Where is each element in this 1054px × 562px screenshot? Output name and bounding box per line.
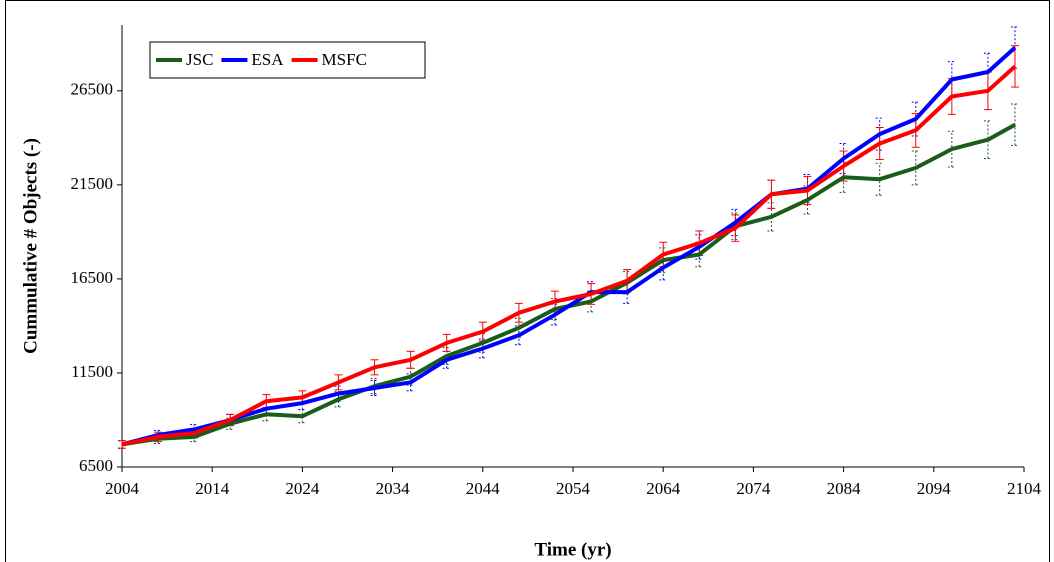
x-tick-label: 2054 bbox=[556, 479, 591, 498]
y-axis-label: Cummulative # Objects (-) bbox=[20, 138, 41, 354]
legend-label: JSC bbox=[186, 50, 213, 69]
y-tick-label: 26500 bbox=[71, 80, 114, 99]
x-tick-label: 2024 bbox=[285, 479, 320, 498]
x-tick-label: 2094 bbox=[917, 479, 952, 498]
x-tick-label: 2014 bbox=[195, 479, 230, 498]
x-tick-label: 2074 bbox=[736, 479, 771, 498]
x-tick-label: 2104 bbox=[1007, 479, 1042, 498]
y-tick-label: 11500 bbox=[71, 362, 113, 381]
x-tick-label: 2064 bbox=[646, 479, 681, 498]
x-tick-label: 2044 bbox=[466, 479, 501, 498]
series-line bbox=[121, 46, 1017, 447]
legend-label: MSFC bbox=[322, 50, 367, 69]
chart-border bbox=[5, 0, 1050, 562]
series-line bbox=[121, 122, 1016, 447]
y-tick-label: 6500 bbox=[79, 456, 113, 475]
x-tick-label: 2004 bbox=[105, 479, 140, 498]
x-tick-label: 2034 bbox=[376, 479, 411, 498]
y-tick-label: 21500 bbox=[71, 174, 114, 193]
series-line bbox=[121, 64, 1017, 447]
x-tick-label: 2084 bbox=[827, 479, 862, 498]
legend-box bbox=[149, 41, 426, 79]
x-axis-label: Time (yr) bbox=[534, 539, 611, 560]
y-tick-label: 16500 bbox=[71, 268, 114, 287]
legend-label: ESA bbox=[251, 50, 284, 69]
